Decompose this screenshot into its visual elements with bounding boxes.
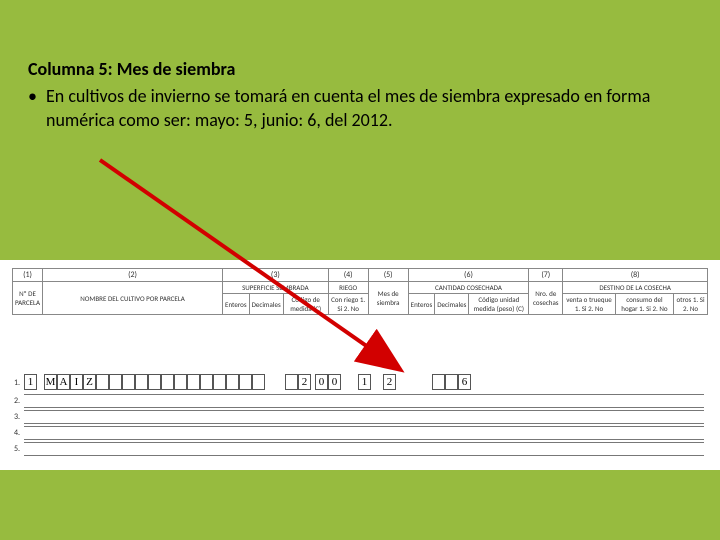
- col6a-label: Enteros: [408, 294, 435, 315]
- col8c-label: otros 1. Si 2. No: [674, 294, 708, 315]
- crop-letter-cell: [122, 374, 135, 390]
- crop-letter-cell: [109, 374, 122, 390]
- cantidad-int-cell: 6: [458, 374, 471, 390]
- col3-label: SUPERFICIE SEMBRADA: [223, 282, 329, 294]
- colnum-6: (6): [408, 269, 529, 282]
- colnum-1: (1): [13, 269, 43, 282]
- crop-letter-cell: [148, 374, 161, 390]
- colnum-7: (7): [529, 269, 563, 282]
- riego-value: 1: [358, 374, 371, 390]
- surface-dec-cell: 0: [328, 374, 341, 390]
- blank-entry-row: [24, 426, 704, 440]
- bullet-text: En cultivos de invierno se tomará en cue…: [46, 84, 692, 133]
- col6b-label: Decimales: [435, 294, 469, 315]
- surface-dec-cell: 0: [315, 374, 328, 390]
- cantidad-int-cells: 6: [432, 374, 471, 390]
- row-number: 2.: [14, 396, 20, 406]
- colnum-5: (5): [368, 269, 408, 282]
- surface-int-cells: 2: [285, 374, 311, 390]
- colnum-2: (2): [43, 269, 223, 282]
- crop-letter-cell: [161, 374, 174, 390]
- crop-name-cells: MAIZ: [44, 374, 265, 390]
- col6-label: CANTIDAD COSECHADA: [408, 282, 529, 294]
- subtitle: Columna 5: Mes de siembra: [28, 58, 692, 80]
- surface-int-cell: [285, 374, 298, 390]
- blank-entry-row: [24, 410, 704, 424]
- crop-letter-cell: I: [70, 374, 83, 390]
- entry-row-1: 1: [24, 374, 37, 390]
- mes-value: 2: [383, 374, 396, 390]
- colnum-3: (3): [223, 269, 329, 282]
- col3c-label: Código de medida (C): [283, 294, 328, 315]
- col4a-label: Con riego 1. Si 2. No: [328, 294, 368, 315]
- col4-label: RIEGO: [328, 282, 368, 294]
- crop-letter-cell: [174, 374, 187, 390]
- form-header-table: (1) (2) (3) (4) (5) (6) (7) (8) Nº DE PA…: [12, 268, 708, 315]
- col7-label: Nro. de cosechas: [529, 282, 563, 315]
- crop-letter-cell: [135, 374, 148, 390]
- row-number: 4.: [14, 428, 20, 438]
- crop-letter-cell: Z: [83, 374, 96, 390]
- surface-int-cell: 2: [298, 374, 311, 390]
- col6c-label: Código unidad medida (peso) (C): [469, 294, 529, 315]
- crop-letter-cell: A: [57, 374, 70, 390]
- col1-label: Nº DE PARCELA: [13, 282, 43, 315]
- crop-letter-cell: M: [44, 374, 57, 390]
- crop-letter-cell: [226, 374, 239, 390]
- blank-entry-row: [24, 394, 704, 408]
- blank-entry-row: [24, 442, 704, 456]
- form-image: (1) (2) (3) (4) (5) (6) (7) (8) Nº DE PA…: [0, 260, 720, 470]
- col2-label: NOMBRE DEL CULTIVO POR PARCELA: [43, 282, 223, 315]
- col5-label: Mes de siembra: [368, 282, 408, 315]
- crop-letter-cell: [200, 374, 213, 390]
- row-number: 3.: [14, 412, 20, 422]
- colnum-8: (8): [563, 269, 708, 282]
- col8a-label: venta o trueque 1. Si 2. No: [563, 294, 615, 315]
- col3b-label: Decimales: [249, 294, 283, 315]
- crop-letter-cell: [96, 374, 109, 390]
- bullet-marker: •: [28, 84, 46, 133]
- crop-letter-cell: [239, 374, 252, 390]
- mes-cell: 2: [383, 374, 396, 390]
- crop-letter-cell: [252, 374, 265, 390]
- crop-letter-cell: [187, 374, 200, 390]
- colnum-4: (4): [328, 269, 368, 282]
- cantidad-int-cell: [445, 374, 458, 390]
- row-number-1: 1.: [14, 378, 20, 388]
- col8-label: DESTINO DE LA COSECHA: [563, 282, 708, 294]
- parcela-cell: 1: [24, 374, 37, 390]
- bullet-item: • En cultivos de invierno se tomará en c…: [28, 84, 692, 133]
- content-area: Columna 5: Mes de siembra • En cultivos …: [0, 36, 720, 143]
- cantidad-int-cell: [432, 374, 445, 390]
- col8b-label: consumo del hogar 1. Si 2. No: [615, 294, 673, 315]
- row-number: 5.: [14, 444, 20, 454]
- crop-letter-cell: [213, 374, 226, 390]
- riego-cell: 1: [358, 374, 371, 390]
- surface-dec-cells: 00: [315, 374, 341, 390]
- col3a-label: Enteros: [223, 294, 250, 315]
